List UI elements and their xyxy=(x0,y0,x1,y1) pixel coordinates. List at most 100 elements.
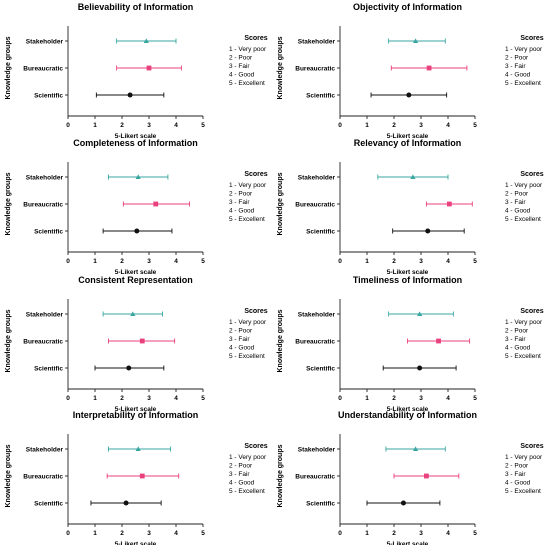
category-label: Stakeholder xyxy=(298,447,336,454)
scores-legend-title: Scores xyxy=(244,171,267,178)
scores-legend-item: 4 - Good xyxy=(505,345,531,352)
mean-marker-bureaucratic xyxy=(436,338,441,344)
mean-marker-stakeholder xyxy=(413,446,419,451)
x-tick-label: 5 xyxy=(201,258,205,265)
scores-legend-item: 3 - Fair xyxy=(229,63,250,70)
scores-legend-item: 4 - Good xyxy=(229,345,255,352)
x-tick-label: 4 xyxy=(446,122,450,129)
x-tick-label: 1 xyxy=(93,395,97,402)
chart-panel-7: Interpretability of Information 0 1 2 3 4 5 5-L… xyxy=(5,410,268,545)
scores-legend-item: 2 - Poor xyxy=(229,328,253,335)
category-label: Bureaucratic xyxy=(295,202,335,209)
x-tick-label: 1 xyxy=(93,122,97,129)
scores-legend-item: 2 - Poor xyxy=(229,191,253,198)
x-tick-label: 4 xyxy=(446,530,450,537)
x-tick-label: 3 xyxy=(147,122,151,129)
mean-marker-scientific xyxy=(425,228,431,234)
category-label: Stakeholder xyxy=(26,312,64,319)
x-tick-label: 2 xyxy=(120,530,124,537)
x-axis-label: 5-Likert scale xyxy=(387,133,429,140)
mean-marker-scientific xyxy=(417,365,423,371)
mean-marker-scientific xyxy=(406,92,412,98)
x-axis-label: 5-Likert scale xyxy=(115,133,157,140)
scores-legend-item: 3 - Fair xyxy=(505,336,526,343)
mean-marker-bureaucratic xyxy=(139,473,145,479)
scores-legend-item: 4 - Good xyxy=(229,208,255,215)
x-tick-label: 2 xyxy=(120,258,124,265)
x-axis-label: 5-Likert scale xyxy=(115,406,157,413)
mean-marker-bureaucratic xyxy=(139,338,145,344)
y-axis-label: Knowledge groups xyxy=(277,309,284,372)
mean-marker-stakeholder xyxy=(135,446,141,451)
x-tick-label: 0 xyxy=(338,530,342,537)
x-tick-label: 5 xyxy=(201,395,205,402)
category-label: Bureaucratic xyxy=(23,339,63,346)
category-label: Bureaucratic xyxy=(23,66,63,73)
mean-marker-scientific xyxy=(127,92,133,98)
scores-legend-item: 2 - Poor xyxy=(505,463,529,470)
x-tick-label: 5 xyxy=(473,530,477,537)
x-tick-label: 0 xyxy=(66,395,70,402)
x-axis-label: 5-Likert scale xyxy=(115,541,157,545)
scores-legend-item: 1 - Very poor xyxy=(229,182,267,189)
x-tick-label: 1 xyxy=(93,258,97,265)
mean-marker-scientific xyxy=(134,228,140,234)
chart-panel-3: Completeness of Information 0 1 2 3 4 5 5-Liker… xyxy=(5,138,268,276)
x-tick-label: 0 xyxy=(338,258,342,265)
chart-panel-4: Relevancy of Information 0 1 2 3 4 5 5-Likert s… xyxy=(277,138,544,276)
scores-legend-item: 1 - Very poor xyxy=(505,319,543,326)
x-tick-label: 0 xyxy=(338,395,342,402)
x-tick-label: 2 xyxy=(120,122,124,129)
category-label: Scientific xyxy=(306,366,335,373)
x-tick-label: 4 xyxy=(446,395,450,402)
mean-marker-stakeholder xyxy=(410,174,416,179)
category-label: Scientific xyxy=(306,93,335,100)
y-axis-label: Knowledge groups xyxy=(277,172,284,235)
chart-title: Believability of Information xyxy=(78,2,194,12)
mean-marker-scientific xyxy=(126,365,132,371)
scores-legend-item: 1 - Very poor xyxy=(229,319,267,326)
category-label: Stakeholder xyxy=(298,312,336,319)
scores-legend-item: 3 - Fair xyxy=(505,63,526,70)
scores-legend-title: Scores xyxy=(244,35,267,42)
mean-marker-bureaucratic xyxy=(446,201,452,207)
chart-panel-5: Consistent Representation 0 1 2 3 4 5 5-Likert … xyxy=(5,275,268,413)
x-tick-label: 2 xyxy=(392,395,396,402)
scores-legend-item: 5 - Excellent xyxy=(229,80,265,87)
x-tick-label: 3 xyxy=(147,395,151,402)
scores-legend-item: 5 - Excellent xyxy=(229,353,265,360)
category-label: Scientific xyxy=(306,501,335,508)
mean-marker-bureaucratic xyxy=(153,201,159,207)
scores-legend-item: 5 - Excellent xyxy=(505,80,541,87)
mean-marker-bureaucratic xyxy=(146,65,152,71)
mean-marker-stakeholder xyxy=(135,174,141,179)
y-axis-label: Knowledge groups xyxy=(5,172,12,235)
x-axis-label: 5-Likert scale xyxy=(387,269,429,276)
scores-legend-title: Scores xyxy=(520,171,543,178)
x-tick-label: 2 xyxy=(392,122,396,129)
chart-title: Timeliness of Information xyxy=(353,275,462,285)
scores-legend-item: 4 - Good xyxy=(505,72,531,79)
x-tick-label: 4 xyxy=(174,530,178,537)
chart-title: Relevancy of Information xyxy=(354,138,462,148)
category-label: Bureaucratic xyxy=(23,202,63,209)
scores-legend-title: Scores xyxy=(520,35,543,42)
mean-marker-stakeholder xyxy=(143,38,149,43)
scores-legend-item: 1 - Very poor xyxy=(505,46,543,53)
x-tick-label: 0 xyxy=(66,122,70,129)
chart-panel-1: Believability of Information 0 1 2 3 4 5 5-Like… xyxy=(5,2,268,140)
category-label: Scientific xyxy=(306,229,335,236)
scores-legend-item: 2 - Poor xyxy=(505,328,529,335)
scores-legend-item: 1 - Very poor xyxy=(229,454,267,461)
x-tick-label: 5 xyxy=(201,122,205,129)
x-tick-label: 5 xyxy=(473,395,477,402)
x-tick-label: 0 xyxy=(338,122,342,129)
scores-legend-item: 2 - Poor xyxy=(505,191,529,198)
scores-legend-item: 3 - Fair xyxy=(505,471,526,478)
x-axis-label: 5-Likert scale xyxy=(387,406,429,413)
scores-legend-item: 5 - Excellent xyxy=(505,488,541,495)
scores-legend-item: 3 - Fair xyxy=(229,471,250,478)
x-tick-label: 2 xyxy=(392,258,396,265)
category-label: Scientific xyxy=(34,93,63,100)
mean-marker-stakeholder xyxy=(413,38,419,43)
